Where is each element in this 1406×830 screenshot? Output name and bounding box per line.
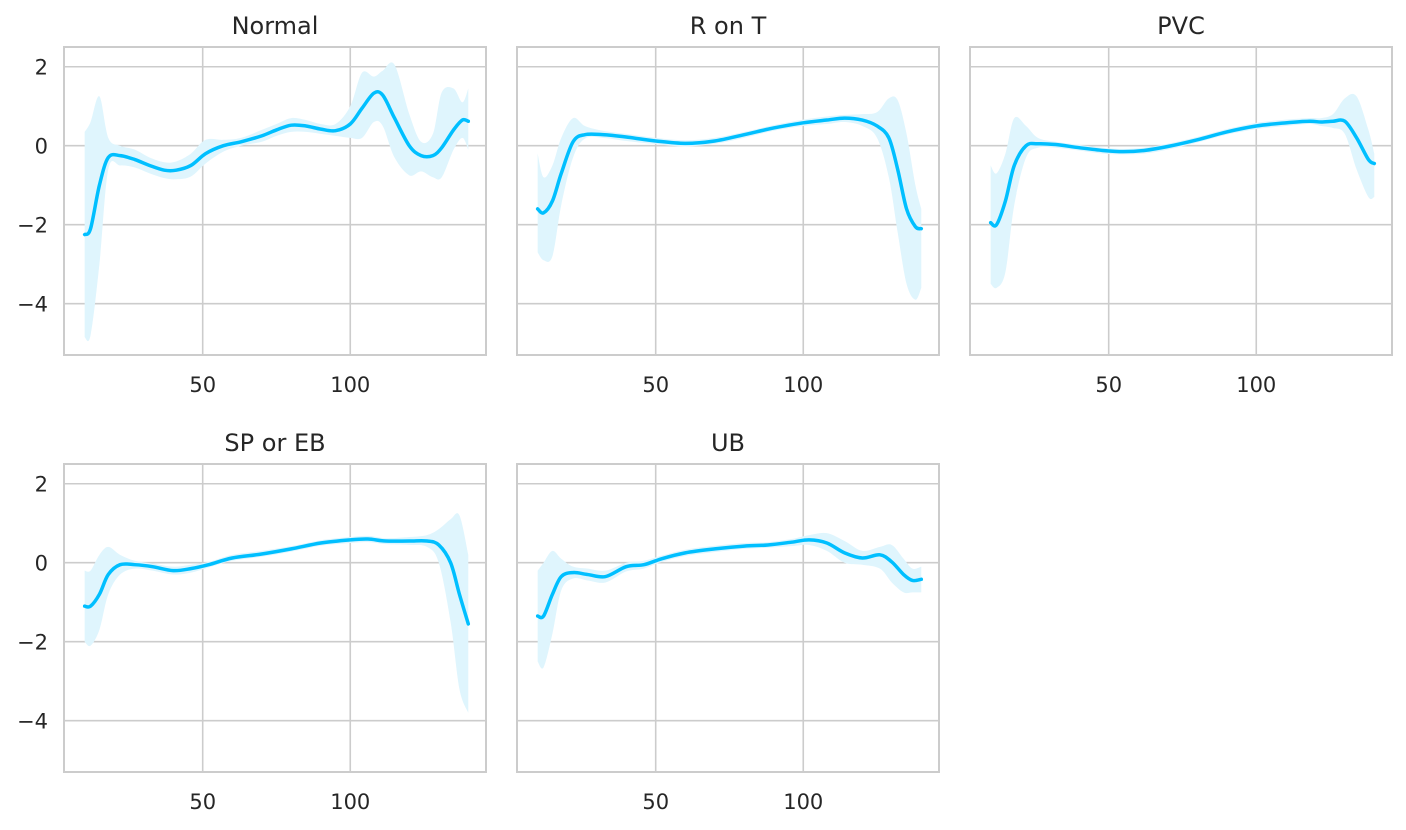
panel-title: UB	[711, 429, 745, 457]
x-tick-label: 50	[189, 790, 216, 814]
x-tick-label: 50	[642, 790, 669, 814]
mean-line	[82, 537, 471, 626]
mean-line	[535, 538, 924, 620]
axes-frame	[516, 463, 940, 773]
panel-r-on-t: R on T 50 100	[516, 12, 940, 397]
y-tick-label: 2	[35, 473, 48, 497]
mean-line	[82, 90, 471, 237]
panel-title: Normal	[232, 12, 319, 40]
x-tick-label: 100	[330, 373, 370, 397]
mean-line	[988, 118, 1377, 228]
y-tick-label: 0	[35, 135, 48, 159]
y-tick-label: −2	[17, 214, 48, 238]
panel-title: PVC	[1157, 12, 1205, 40]
x-tick-label: 50	[642, 373, 669, 397]
x-tick-label: 50	[189, 373, 216, 397]
panel-title: R on T	[690, 12, 767, 40]
panel-ub: UB 50 100	[516, 429, 940, 814]
y-tick-label: 2	[35, 56, 48, 80]
x-tick-label: 100	[1236, 373, 1276, 397]
axes-frame	[63, 46, 487, 356]
axes-frame	[969, 46, 1393, 356]
axes-frame	[516, 46, 940, 356]
axes-frame	[63, 463, 487, 773]
confidence-band	[990, 93, 1375, 289]
panel-normal: Normal 50 100 2 0 −2 −4	[17, 12, 487, 397]
y-tick-label: −2	[17, 631, 48, 655]
y-tick-label: 0	[35, 552, 48, 576]
mean-line	[535, 116, 924, 231]
y-tick-label: −4	[17, 293, 48, 317]
x-tick-label: 100	[783, 790, 823, 814]
panel-sp-or-eb: SP or EB 50 100 2 0 −2 −4	[17, 429, 487, 814]
panel-title: SP or EB	[224, 429, 325, 457]
x-tick-label: 100	[330, 790, 370, 814]
x-tick-label: 100	[783, 373, 823, 397]
x-tick-label: 50	[1095, 373, 1122, 397]
panel-pvc: PVC 50 100	[969, 12, 1393, 397]
y-tick-label: −4	[17, 710, 48, 734]
